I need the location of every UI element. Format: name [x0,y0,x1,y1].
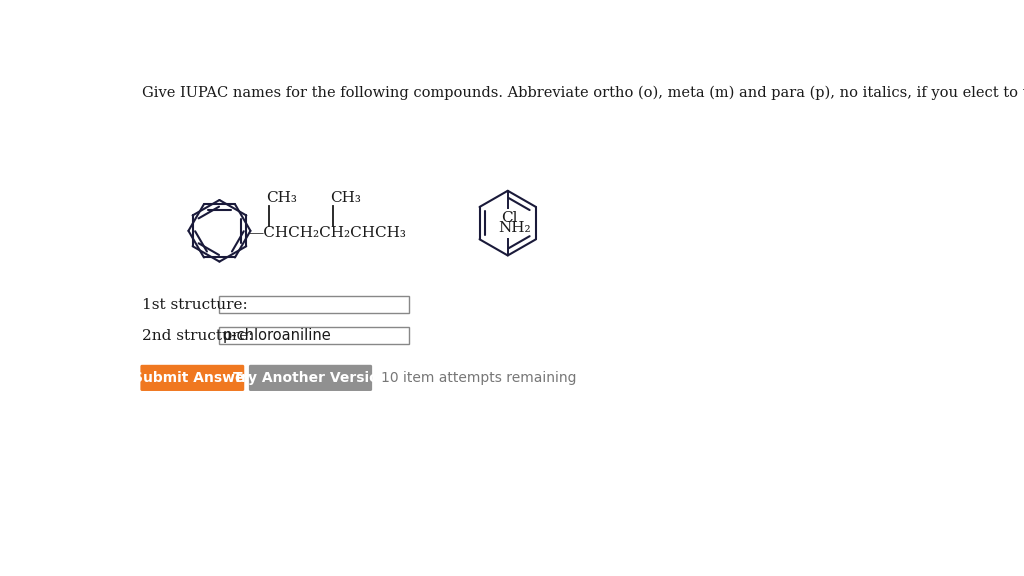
Text: Try Another Version: Try Another Version [232,371,388,385]
Bar [219,296,410,313]
Text: CH₃: CH₃ [331,191,361,206]
Text: Cl: Cl [502,211,518,225]
Text: 1st structure:: 1st structure: [142,298,248,312]
FancyBboxPatch shape [140,365,245,391]
Text: —CHCH₂CH₂CHCH₃: —CHCH₂CH₂CHCH₃ [248,226,406,240]
Text: CH₃: CH₃ [266,191,297,206]
Bar [219,327,410,344]
Text: Submit Answer: Submit Answer [133,371,252,385]
Text: 2nd structure:: 2nd structure: [142,328,254,343]
Text: Give IUPAC names for the following compounds. Abbreviate ortho (o), meta (m) and: Give IUPAC names for the following compo… [142,86,1024,100]
Text: 10 item attempts remaining: 10 item attempts remaining [381,371,577,385]
Text: p-chloroaniline: p-chloroaniline [222,328,332,343]
Text: NH₂: NH₂ [499,221,531,236]
FancyBboxPatch shape [249,365,372,391]
